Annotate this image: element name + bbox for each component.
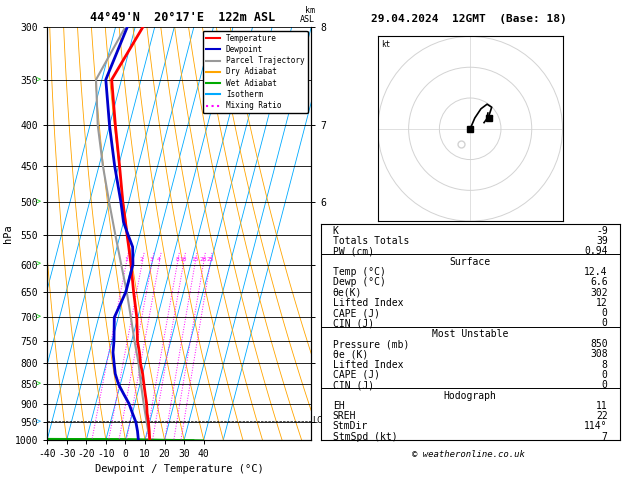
Text: 22: 22 [596,411,608,421]
Text: 7: 7 [602,432,608,442]
Text: K: K [333,226,338,236]
Text: 44°49'N  20°17'E  122m ASL: 44°49'N 20°17'E 122m ASL [90,11,275,24]
Text: 302: 302 [590,288,608,297]
Text: 3: 3 [150,258,153,262]
X-axis label: Dewpoint / Temperature (°C): Dewpoint / Temperature (°C) [95,465,264,474]
Text: -9: -9 [596,226,608,236]
Text: 308: 308 [590,349,608,359]
Text: >: > [36,313,41,322]
Legend: Temperature, Dewpoint, Parcel Trajectory, Dry Adiabat, Wet Adiabat, Isotherm, Mi: Temperature, Dewpoint, Parcel Trajectory… [203,31,308,113]
Text: Most Unstable: Most Unstable [432,329,508,339]
Text: StmSpd (kt): StmSpd (kt) [333,432,398,442]
Text: 0: 0 [602,370,608,380]
Text: CAPE (J): CAPE (J) [333,308,380,318]
Text: SREH: SREH [333,411,356,421]
Text: Hodograph: Hodograph [443,391,497,400]
Text: EH: EH [333,401,345,411]
Text: 29.04.2024  12GMT  (Base: 18): 29.04.2024 12GMT (Base: 18) [370,14,567,24]
Text: Surface: Surface [450,257,491,267]
Text: 0: 0 [602,308,608,318]
Text: >: > [36,380,41,389]
Text: 6.6: 6.6 [590,277,608,287]
Text: 15: 15 [191,258,199,262]
Text: 10: 10 [179,258,187,262]
Text: >: > [36,418,41,427]
Text: CIN (J): CIN (J) [333,380,374,390]
Text: 850: 850 [590,339,608,349]
Text: >: > [36,75,41,84]
Text: >: > [36,197,41,207]
Text: PW (cm): PW (cm) [333,246,374,257]
Text: 8: 8 [175,258,179,262]
Text: 8: 8 [602,360,608,370]
Text: 0.94: 0.94 [584,246,608,257]
Text: 114°: 114° [584,421,608,432]
Text: 1: 1 [124,258,128,262]
Text: 20: 20 [199,258,207,262]
Text: Lifted Index: Lifted Index [333,360,403,370]
Text: 4: 4 [157,258,161,262]
Text: 12: 12 [596,298,608,308]
Text: Dewp (°C): Dewp (°C) [333,277,386,287]
Text: 25: 25 [206,258,214,262]
Text: θe(K): θe(K) [333,288,362,297]
Text: km
ASL: km ASL [299,6,314,24]
Text: 11: 11 [596,401,608,411]
Text: θe (K): θe (K) [333,349,368,359]
Text: © weatheronline.co.uk: © weatheronline.co.uk [412,450,525,459]
Y-axis label: hPa: hPa [3,224,13,243]
Text: 12.4: 12.4 [584,267,608,277]
Text: kt: kt [381,39,390,49]
Text: StmDir: StmDir [333,421,368,432]
Text: Lifted Index: Lifted Index [333,298,403,308]
Text: 39: 39 [596,236,608,246]
Text: >: > [36,260,41,269]
Text: CIN (J): CIN (J) [333,318,374,329]
Text: LCL: LCL [312,417,327,425]
Text: Temp (°C): Temp (°C) [333,267,386,277]
Text: CAPE (J): CAPE (J) [333,370,380,380]
Text: Totals Totals: Totals Totals [333,236,409,246]
Text: Pressure (mb): Pressure (mb) [333,339,409,349]
Text: 2: 2 [140,258,143,262]
Text: 0: 0 [602,318,608,329]
Text: 0: 0 [602,380,608,390]
